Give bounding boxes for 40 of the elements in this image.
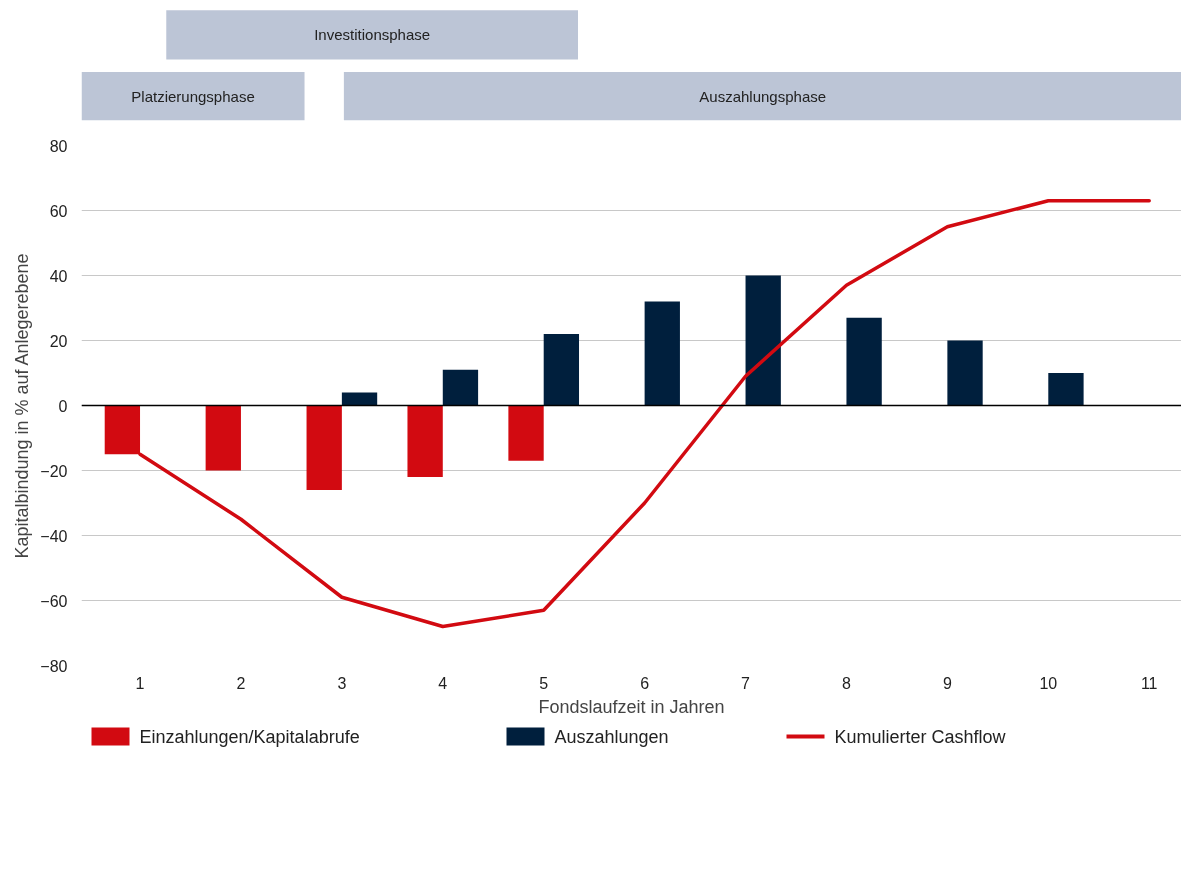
x-tick-label: 3 bbox=[337, 674, 347, 692]
y-tick-label: −20 bbox=[40, 462, 68, 480]
bar bbox=[341, 392, 378, 406]
text: Auszahlungsphase bbox=[699, 87, 827, 105]
y-tick-label: −80 bbox=[40, 657, 68, 675]
legend-label: Kumulierter Cashflow bbox=[834, 726, 1007, 747]
text: Platzierungsphase bbox=[131, 87, 255, 105]
bar bbox=[745, 275, 781, 406]
bar bbox=[947, 340, 983, 406]
bar bbox=[508, 405, 544, 461]
y-tick-label: 80 bbox=[49, 137, 68, 155]
y-tick-label: 20 bbox=[49, 332, 68, 350]
text: Investitionsphase bbox=[314, 26, 431, 44]
bar bbox=[1048, 373, 1084, 406]
x-tick-label: 7 bbox=[741, 674, 751, 692]
x-tick-label: 11 bbox=[1140, 674, 1158, 692]
x-tick-label: 9 bbox=[942, 674, 952, 692]
bar bbox=[205, 405, 241, 471]
y-axis-title: Kapitalbindung in % auf Anlegerebene bbox=[12, 253, 33, 559]
y-tick-label: 0 bbox=[58, 397, 68, 415]
bar bbox=[543, 334, 580, 406]
x-tick-label: 6 bbox=[640, 674, 650, 692]
x-tick-label: 1 bbox=[135, 674, 145, 692]
bar bbox=[442, 369, 479, 406]
x-tick-label: 8 bbox=[842, 674, 851, 692]
x-tick-label: 10 bbox=[1039, 674, 1058, 692]
bar bbox=[306, 405, 342, 490]
bar bbox=[407, 405, 443, 477]
x-tick-label: 4 bbox=[438, 674, 448, 692]
y-tick-label: −40 bbox=[40, 527, 68, 545]
bar bbox=[846, 317, 882, 406]
y-tick-label: 40 bbox=[49, 267, 68, 285]
legend-label: Einzahlungen/Kapitalabrufe bbox=[139, 726, 360, 747]
x-axis-title: Fondslaufzeit in Jahren bbox=[538, 696, 725, 717]
x-tick-label: 2 bbox=[236, 674, 246, 692]
y-tick-label: 60 bbox=[49, 202, 68, 220]
legend-label: Auszahlungen bbox=[554, 726, 669, 747]
y-tick-label: −60 bbox=[40, 592, 68, 610]
x-tick-label: 5 bbox=[539, 674, 549, 692]
bar bbox=[644, 301, 680, 406]
